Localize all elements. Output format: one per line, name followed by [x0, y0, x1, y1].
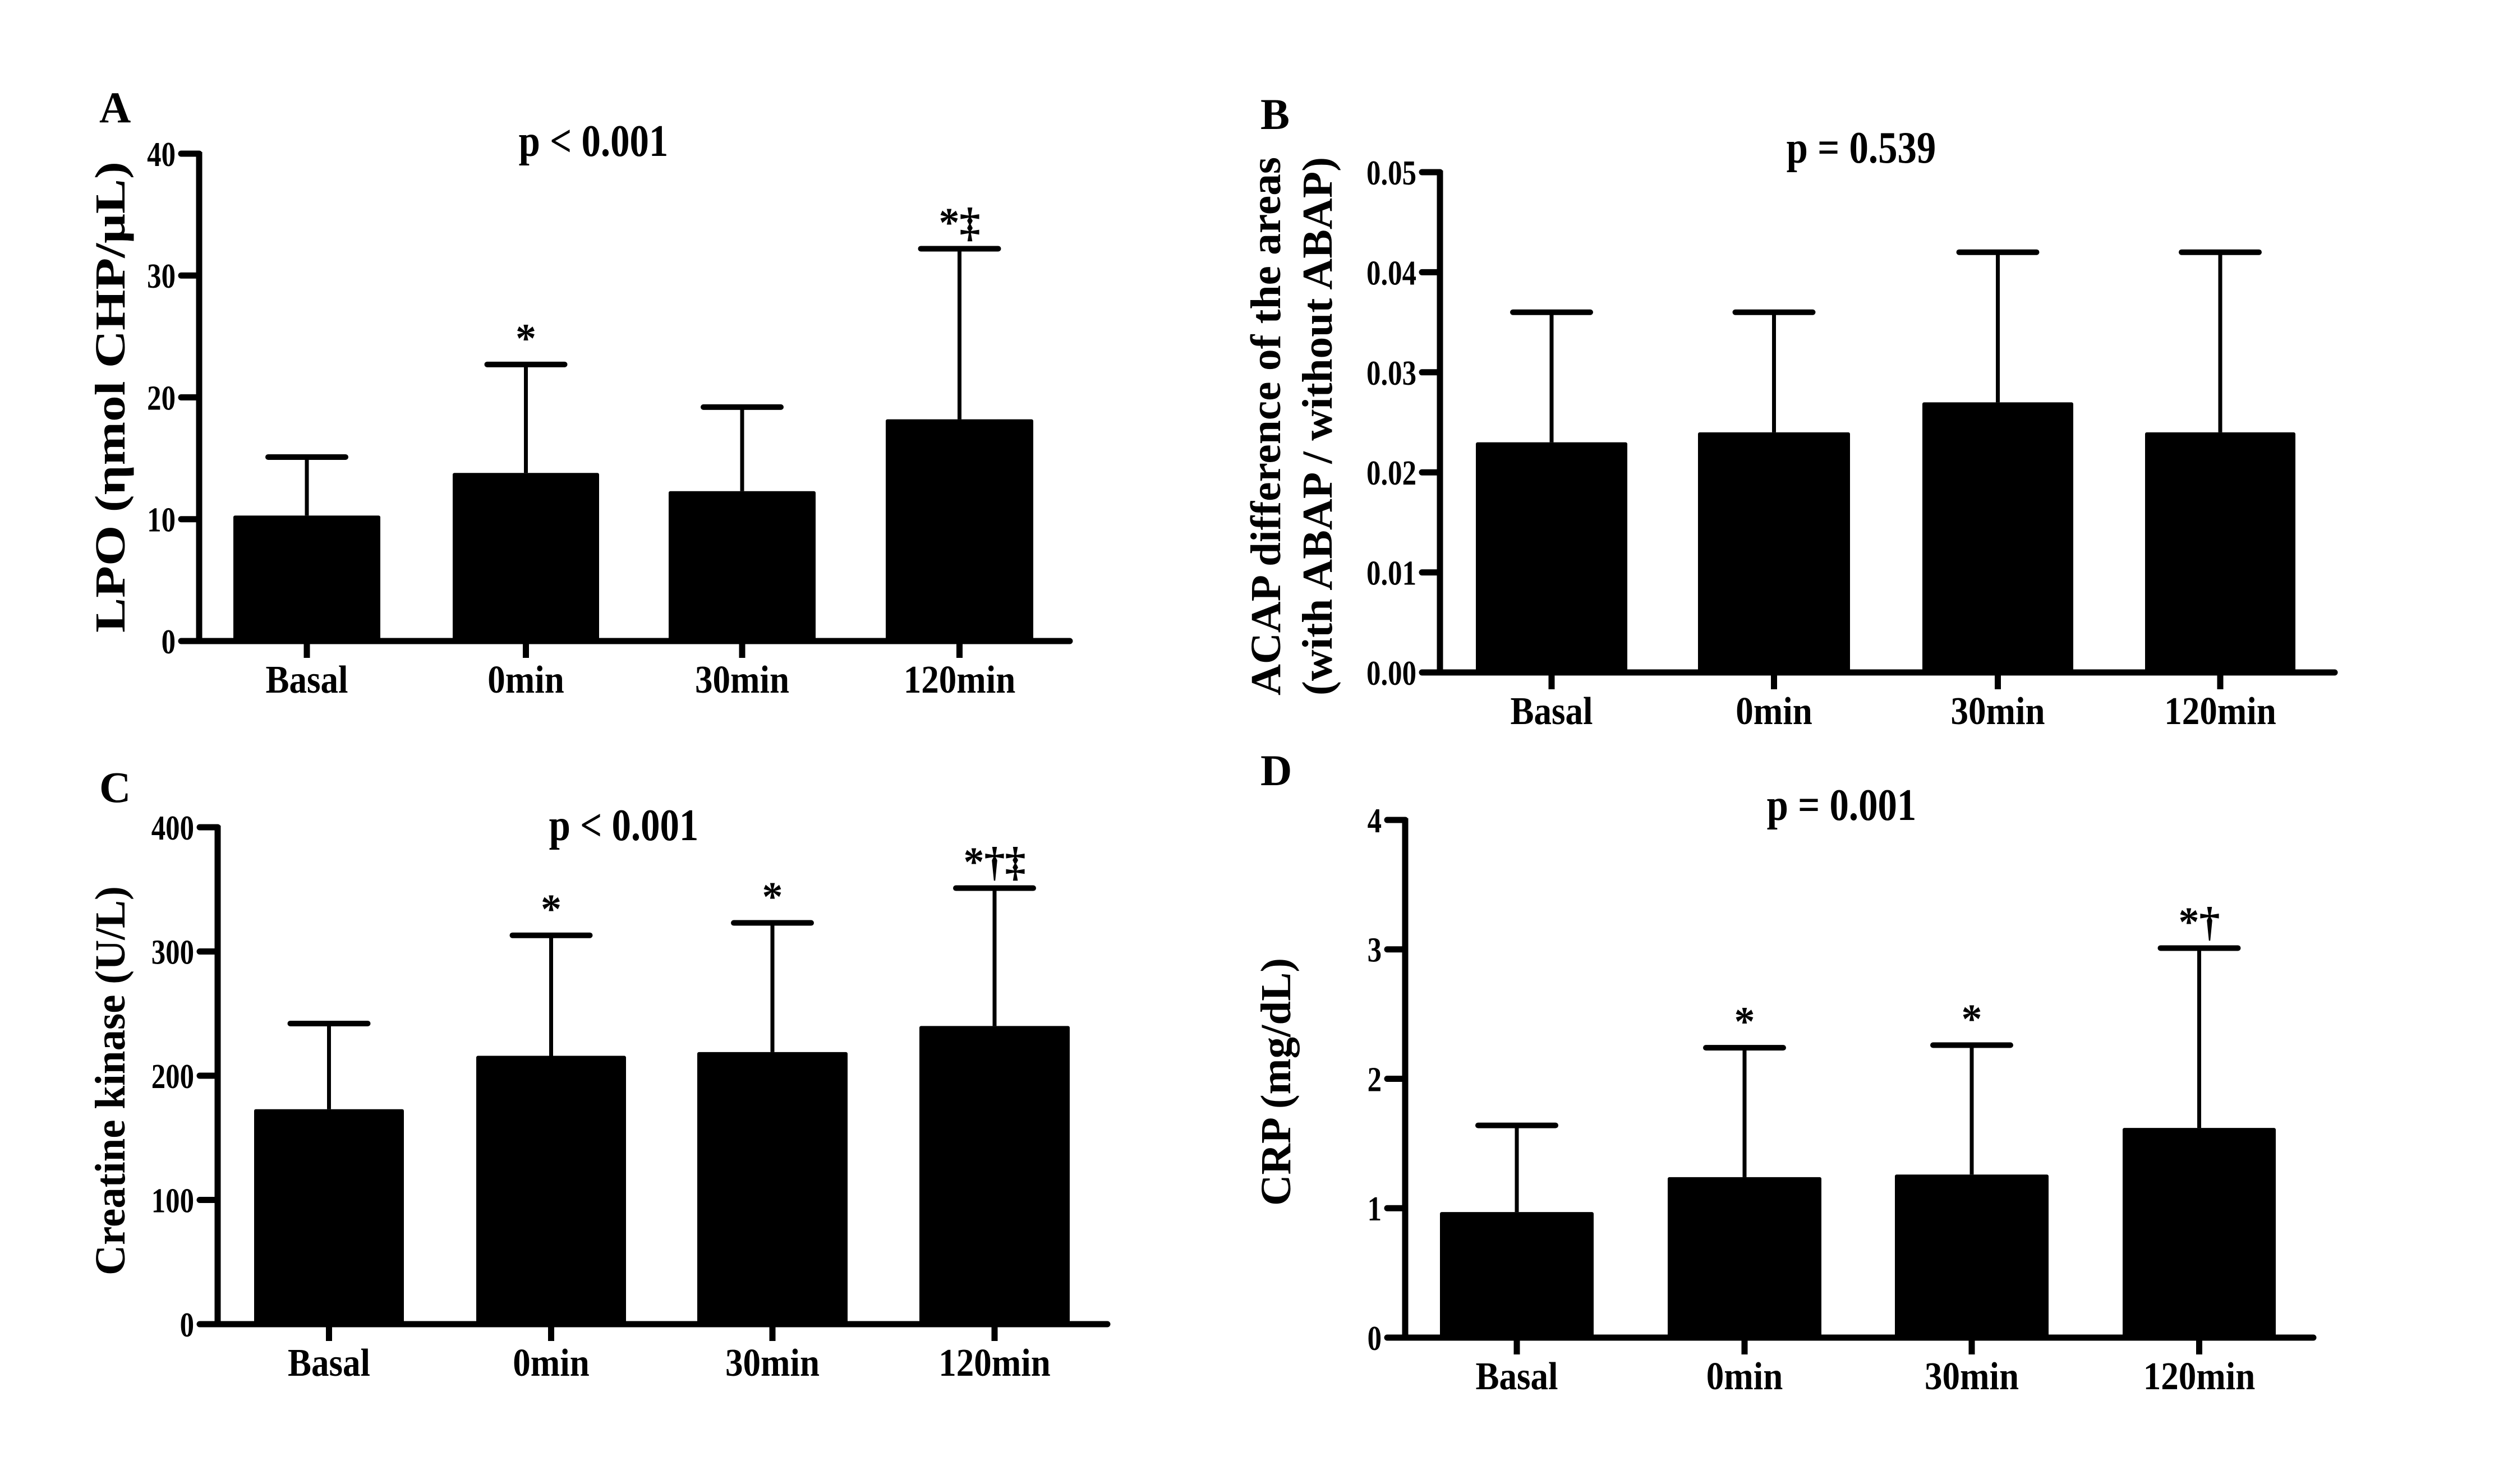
y-axis-label: Creatine kinase (U/L): [87, 886, 134, 1275]
bar: [2123, 1128, 2276, 1338]
y-tick-label: 0: [1368, 1319, 1382, 1358]
y-tick-label: 1: [1368, 1190, 1382, 1229]
x-tick-label: 120min: [2143, 1355, 2255, 1398]
y-axis-label: ACAP difference of the areas: [1243, 157, 1290, 695]
significance-annotation: *: [1962, 997, 1982, 1043]
bar: [1895, 1174, 2049, 1338]
panel-letter: D: [1260, 746, 1292, 795]
bar: [453, 473, 599, 641]
y-tick-label: 2: [1368, 1061, 1382, 1099]
panel-b: Bp = 0.539 ACAP difference of the areas (w…: [1243, 90, 2338, 733]
x-tick-label: Basal: [288, 1342, 370, 1385]
bar: [886, 419, 1033, 641]
y-tick-label: 300: [151, 933, 194, 972]
bar: [1698, 432, 1850, 672]
x-tick-label: 30min: [695, 658, 789, 702]
bar: [2145, 432, 2295, 672]
x-tick-label: 0min: [1736, 690, 1812, 733]
y-tick-label: 3: [1368, 931, 1382, 970]
significance-annotation: *‡: [939, 200, 981, 246]
y-tick-label: 40: [147, 135, 176, 174]
x-tick-label: 30min: [1925, 1355, 2019, 1398]
y-axis-label: (with ABAP / without ABAP): [1294, 157, 1341, 695]
panel-letter: A: [99, 83, 131, 132]
x-tick-label: 30min: [725, 1342, 820, 1385]
chart-title: p < 0.001: [549, 801, 699, 850]
y-tick-label: 0.05: [1366, 154, 1416, 192]
x-tick-label: 0min: [1706, 1355, 1783, 1398]
x-tick-label: 0min: [487, 658, 564, 702]
bar: [1440, 1212, 1594, 1338]
y-tick-label: 200: [151, 1057, 194, 1096]
y-axis-label: CRP (mg/dL): [1253, 958, 1300, 1206]
y-tick-label: 30: [147, 257, 176, 296]
chart-title: p = 0.539: [1787, 123, 1936, 173]
x-tick-label: 120min: [904, 658, 1015, 702]
significance-annotation: *†‡: [964, 840, 1026, 886]
y-tick-label: 0.04: [1366, 254, 1416, 293]
bar: [669, 491, 816, 641]
y-tick-label: 4: [1368, 801, 1382, 840]
y-tick-label: 0.02: [1366, 454, 1416, 493]
y-tick-label: 0.01: [1366, 554, 1416, 593]
y-tick-label: 400: [151, 809, 194, 847]
y-axis-label: LPO (ηmol CHP/μL): [87, 162, 134, 633]
chart-title: p < 0.001: [519, 117, 669, 166]
panel-c: Cp < 0.001 Creatine kinase (U/L) 0 100 200 30…: [87, 763, 1111, 1385]
x-tick-label: 120min: [938, 1342, 1050, 1385]
x-tick-label: Basal: [1475, 1355, 1558, 1398]
significance-annotation: *†: [2179, 899, 2220, 945]
bar: [697, 1052, 848, 1324]
panel-letter: B: [1260, 90, 1290, 139]
y-tick-label: 0.03: [1366, 354, 1416, 393]
x-tick-label: 0min: [513, 1342, 589, 1385]
panel-letter: C: [99, 763, 131, 812]
y-tick-label: 100: [151, 1182, 194, 1220]
y-tick-label: 0: [180, 1306, 194, 1344]
y-tick-label: 20: [147, 379, 176, 418]
significance-annotation: *: [762, 874, 783, 920]
y-tick-label: 10: [147, 501, 176, 540]
y-tick-label: 0: [162, 623, 176, 661]
significance-annotation: *: [541, 887, 562, 933]
bar: [1476, 442, 1627, 672]
bar: [254, 1109, 404, 1324]
bar: [476, 1056, 626, 1324]
bar: [233, 515, 380, 641]
x-tick-label: 120min: [2164, 690, 2276, 733]
significance-annotation: *: [516, 316, 536, 362]
x-tick-label: 30min: [1951, 690, 2045, 733]
chart-title: p = 0.001: [1767, 781, 1917, 830]
panel-d: Dp = 0.001 CRP (mg/dL) 0 1 2 3 4 Basal 0min * 30mi…: [1253, 746, 2317, 1398]
x-tick-label: Basal: [1510, 690, 1593, 733]
panel-a: Ap < 0.001 LPO (ηmol CHP/μL) 0 10 20 30 40 Basa…: [87, 83, 1073, 702]
x-tick-label: Basal: [265, 658, 348, 702]
bar: [1922, 402, 2073, 672]
bar: [919, 1026, 1070, 1324]
y-tick-label: 0.00: [1366, 654, 1416, 693]
bar: [1668, 1177, 1821, 1338]
significance-annotation: *: [1734, 999, 1755, 1045]
